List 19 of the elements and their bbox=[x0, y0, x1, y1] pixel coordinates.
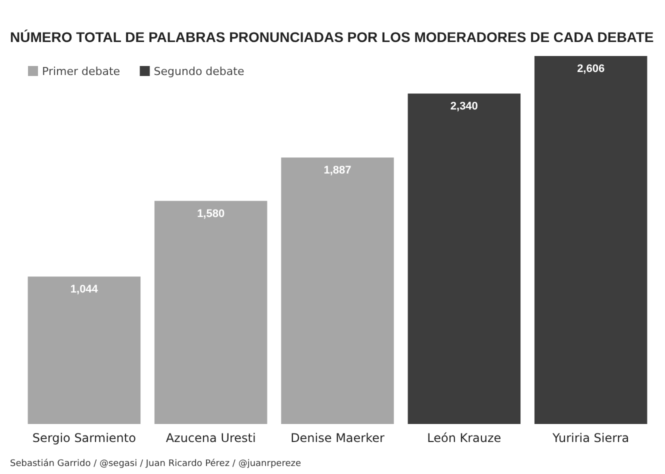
data-label: 2,606 bbox=[577, 63, 605, 75]
x-tick-label: Yuriria Sierra bbox=[552, 431, 630, 445]
x-tick-label: Denise Maerker bbox=[290, 431, 384, 445]
data-label: 1,580 bbox=[197, 208, 225, 220]
chart-title: NÚMERO TOTAL DE PALABRAS PRONUNCIADAS POR LOS MODERADORES DE CADA DEBATE bbox=[10, 29, 654, 45]
x-tick-label: Sergio Sarmiento bbox=[32, 431, 136, 445]
text: Sebastián Garrido / @segasi / Juan Ricardo Pérez / @juanrpereze bbox=[10, 458, 302, 469]
x-tick-label: Azucena Uresti bbox=[166, 431, 256, 445]
data-label: 1,044 bbox=[70, 284, 99, 296]
data-label: 2,340 bbox=[450, 100, 478, 113]
bar bbox=[28, 276, 141, 424]
bar bbox=[154, 200, 268, 424]
x-tick-label: León Krauze bbox=[427, 431, 502, 445]
bar bbox=[534, 56, 648, 424]
data-label: 1,887 bbox=[324, 164, 352, 177]
legend-label: Segundo debate bbox=[154, 65, 244, 78]
legend-label: Primer debate bbox=[42, 65, 120, 78]
bar bbox=[281, 158, 394, 424]
bar bbox=[408, 94, 521, 424]
